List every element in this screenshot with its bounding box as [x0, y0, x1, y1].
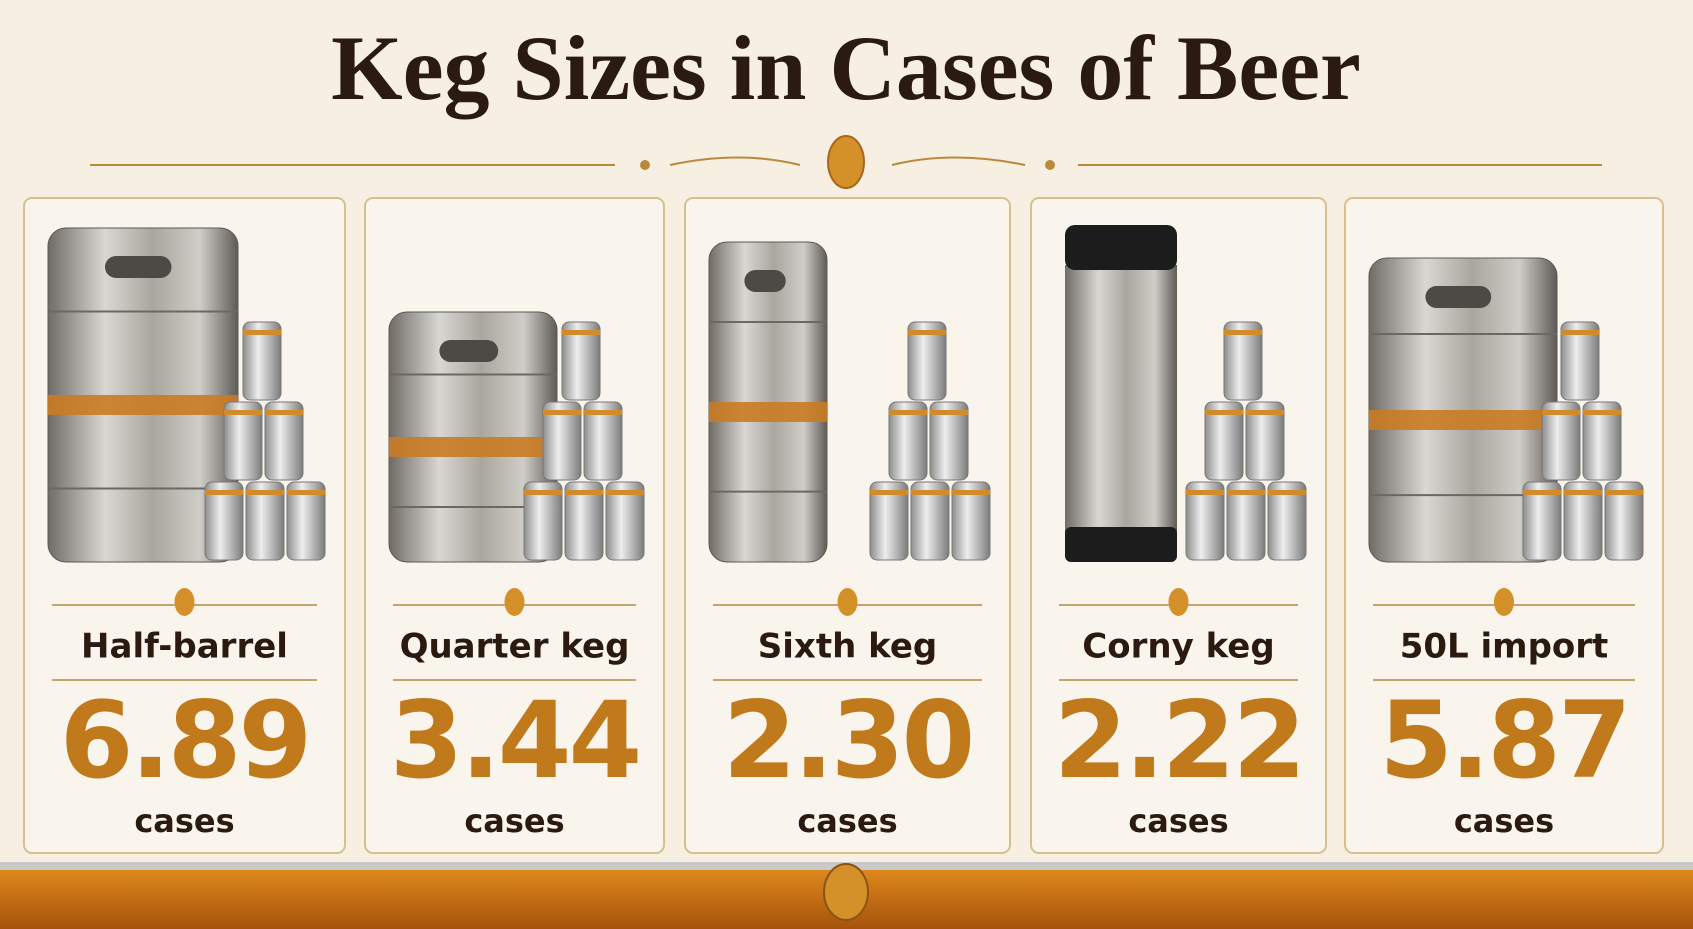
- case-count: 2.30: [723, 679, 973, 802]
- beer-can: [561, 321, 601, 401]
- can-stripe: [524, 490, 562, 495]
- keg-base: [1065, 527, 1177, 562]
- beer-can: [1226, 481, 1266, 561]
- can-stripe: [908, 330, 946, 335]
- can-stripe: [224, 410, 262, 415]
- can-stripe: [1224, 330, 1262, 335]
- keg-handle: [439, 340, 499, 362]
- beer-can: [286, 481, 326, 561]
- keg-band: [48, 395, 238, 415]
- case-count: 3.44: [390, 679, 640, 802]
- can-stripe: [1227, 490, 1265, 495]
- beer-can: [1267, 481, 1307, 561]
- unit-label: cases: [464, 802, 564, 840]
- beer-can: [1541, 401, 1581, 481]
- beer-can: [1245, 401, 1285, 481]
- hop-icon: [174, 588, 195, 616]
- can-stripe: [1542, 410, 1580, 415]
- keg-band: [1369, 410, 1557, 430]
- can-stripe: [246, 490, 284, 495]
- hop-icon: [837, 588, 858, 616]
- beer-can: [245, 481, 285, 561]
- can-stripe: [265, 410, 303, 415]
- beer-can: [605, 481, 645, 561]
- beer-can: [204, 481, 244, 561]
- keg-handle: [744, 270, 786, 292]
- can-stripe: [1583, 410, 1621, 415]
- can-stripe: [952, 490, 990, 495]
- beer-can: [907, 321, 947, 401]
- can-stripe: [565, 490, 603, 495]
- hop-icon: [823, 863, 869, 921]
- beer-can: [1563, 481, 1603, 561]
- can-stripe: [606, 490, 644, 495]
- can-stripe: [543, 410, 581, 415]
- case-count: 2.22: [1054, 679, 1304, 802]
- divider: [90, 135, 1602, 189]
- beer-can: [242, 321, 282, 401]
- can-stripe: [1268, 490, 1306, 495]
- beer-can: [1223, 321, 1263, 401]
- beer-can: [869, 481, 909, 561]
- can-stripe: [911, 490, 949, 495]
- title: Keg Sizes in Cases of Beer: [331, 17, 1361, 119]
- beer-can: [910, 481, 950, 561]
- keg-name: Sixth keg: [758, 627, 937, 667]
- can-stripe: [1246, 410, 1284, 415]
- beer-can: [929, 401, 969, 481]
- hop-icon: [1168, 588, 1189, 616]
- can-stripe: [562, 330, 600, 335]
- keg-name: 50L import: [1400, 627, 1609, 667]
- keg-band: [709, 402, 827, 422]
- beer-can: [1522, 481, 1562, 561]
- unit-label: cases: [134, 802, 234, 840]
- beer-can: [951, 481, 991, 561]
- case-count: 5.87: [1379, 679, 1629, 802]
- hop-icon: [504, 588, 525, 616]
- keg-top: [1065, 225, 1177, 270]
- beer-can: [542, 401, 582, 481]
- beer-can: [564, 481, 604, 561]
- can-stripe: [243, 330, 281, 335]
- keg-handle: [1425, 286, 1492, 308]
- beer-can: [523, 481, 563, 561]
- can-stripe: [930, 410, 968, 415]
- keg-name: Quarter keg: [400, 627, 630, 667]
- beer-can: [1604, 481, 1644, 561]
- beer-can: [1204, 401, 1244, 481]
- beer-can: [1582, 401, 1622, 481]
- unit-label: cases: [1128, 802, 1228, 840]
- keg-band: [389, 437, 557, 457]
- unit-label: cases: [1454, 802, 1554, 840]
- can-stripe: [870, 490, 908, 495]
- hop-icon: [1494, 588, 1514, 616]
- can-stripe: [1605, 490, 1643, 495]
- keg-handle: [105, 256, 172, 278]
- can-stripe: [287, 490, 325, 495]
- can-stripe: [889, 410, 927, 415]
- can-stripe: [1186, 490, 1224, 495]
- can-stripe: [1564, 490, 1602, 495]
- beer-can: [1185, 481, 1225, 561]
- keg-name: Half-barrel: [81, 627, 288, 667]
- can-stripe: [1205, 410, 1243, 415]
- case-count: 6.89: [60, 679, 310, 802]
- keg-name: Corny keg: [1082, 627, 1274, 667]
- beer-can: [223, 401, 263, 481]
- can-stripe: [205, 490, 243, 495]
- beer-can: [888, 401, 928, 481]
- can-stripe: [1561, 330, 1599, 335]
- can-stripe: [584, 410, 622, 415]
- keg-body: [1065, 265, 1177, 532]
- beer-can: [264, 401, 304, 481]
- beer-can: [583, 401, 623, 481]
- beer-can: [1560, 321, 1600, 401]
- can-stripe: [1523, 490, 1561, 495]
- unit-label: cases: [797, 802, 897, 840]
